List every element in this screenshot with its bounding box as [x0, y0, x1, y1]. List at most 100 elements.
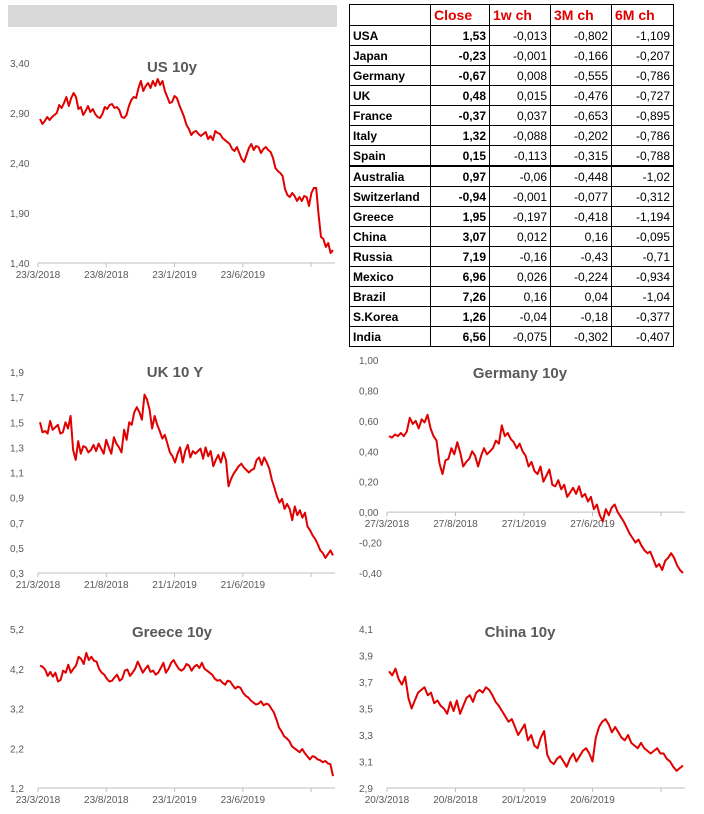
- y-tick-label: 2,9: [359, 784, 373, 795]
- y-tick-label: 0,3: [10, 569, 24, 580]
- close-cell: 6,56: [430, 326, 490, 347]
- chart-title: UK 10 Y: [147, 364, 203, 381]
- change-6m-cell: -0,377: [611, 306, 674, 327]
- country-cell: Mexico: [349, 266, 431, 287]
- x-tick-label: 23/1/2019: [152, 270, 197, 281]
- table-row: Italy 1,32 -0,088 -0,202 -0,786: [349, 125, 674, 146]
- y-tick-label: 1,1: [10, 469, 24, 480]
- close-cell: 1,53: [430, 25, 490, 46]
- country-cell: India: [349, 326, 431, 347]
- chart-title: China 10y: [485, 624, 557, 641]
- change-3m-cell: -0,166: [550, 45, 612, 66]
- y-tick-label: 0,60: [359, 417, 379, 428]
- close-cell: -0,67: [430, 65, 490, 86]
- country-cell: Germany: [349, 65, 431, 86]
- change-3m-cell: -0,555: [550, 65, 612, 86]
- change-6m-cell: -0,095: [611, 226, 674, 247]
- change-6m-cell: -0,71: [611, 246, 674, 267]
- y-tick-label: 0,20: [359, 478, 379, 489]
- y-tick-label: 1,2: [10, 784, 24, 795]
- change-6m-cell: -0,934: [611, 266, 674, 287]
- country-cell: France: [349, 105, 431, 126]
- table-header-cell: 6M ch: [611, 4, 674, 26]
- y-tick-label: 3,9: [359, 652, 373, 663]
- x-tick-label: 23/6/2019: [221, 270, 266, 281]
- table-row: Spain 0,15 -0,113 -0,315 -0,788: [349, 145, 674, 167]
- table-row: India 6,56 -0,075 -0,302 -0,407: [349, 326, 674, 347]
- change-3m-cell: -0,315: [550, 145, 612, 167]
- change-6m-cell: -1,04: [611, 286, 674, 307]
- change-6m-cell: -0,312: [611, 186, 674, 207]
- y-tick-label: 0,7: [10, 519, 24, 530]
- y-tick-label: 3,40: [10, 59, 30, 70]
- close-cell: -0,37: [430, 105, 490, 126]
- change-1w-cell: 0,012: [489, 226, 551, 247]
- change-6m-cell: -1,194: [611, 206, 674, 227]
- country-cell: Russia: [349, 246, 431, 267]
- chart-china-10y: 2,9 3,1 3,3 3,5 3,7 3,9 4,1 20/3/2018 20/8/2018 2…: [359, 624, 685, 806]
- country-cell: Brazil: [349, 286, 431, 307]
- y-tick-label: 1,00: [359, 356, 379, 367]
- table-row: Switzerland -0,94 -0,001 -0,077 -0,312: [349, 186, 674, 207]
- x-tick-label: 27/3/2018: [365, 519, 410, 530]
- change-1w-cell: -0,075: [489, 326, 551, 347]
- y-tick-label: 3,2: [10, 705, 24, 716]
- y-tick-label: 1,90: [10, 209, 30, 220]
- country-cell: UK: [349, 85, 431, 106]
- chart-us-10y: 1,40 1,90 2,40 2,90 3,40 23/3/2018 23/8/2018 23…: [10, 59, 335, 281]
- y-tick-label: 2,2: [10, 744, 24, 755]
- x-tick-label: 20/1/2019: [502, 795, 547, 806]
- close-cell: 1,26: [430, 306, 490, 327]
- change-6m-cell: -0,786: [611, 65, 674, 86]
- change-3m-cell: -0,077: [550, 186, 612, 207]
- change-1w-cell: -0,013: [489, 25, 551, 46]
- y-tick-label: 1,9: [10, 368, 24, 379]
- country-cell: Japan: [349, 45, 431, 66]
- x-tick-label: 21/6/2019: [221, 580, 266, 591]
- y-tick-label: 1,40: [10, 259, 30, 270]
- chart-title: Germany 10y: [473, 365, 568, 382]
- y-tick-label: 3,1: [359, 758, 373, 769]
- change-3m-cell: -0,302: [550, 326, 612, 347]
- change-1w-cell: -0,16: [489, 246, 551, 267]
- change-1w-cell: -0,197: [489, 206, 551, 227]
- x-tick-label: 27/6/2019: [570, 519, 615, 530]
- table-row: France -0,37 0,037 -0,653 -0,895: [349, 105, 674, 126]
- y-tick-label: 2,90: [10, 109, 30, 120]
- x-tick-label: 27/8/2018: [433, 519, 478, 530]
- y-tick-label: 4,1: [359, 625, 373, 636]
- country-cell: Greece: [349, 206, 431, 227]
- change-1w-cell: -0,113: [489, 145, 551, 167]
- change-3m-cell: -0,653: [550, 105, 612, 126]
- change-6m-cell: -0,207: [611, 45, 674, 66]
- table-body: USA 1,53 -0,013 -0,802 -1,109 Japan -0,23 -0,00…: [349, 25, 674, 347]
- change-3m-cell: -0,448: [550, 165, 612, 187]
- close-cell: 0,15: [430, 145, 490, 167]
- change-1w-cell: 0,16: [489, 286, 551, 307]
- change-3m-cell: -0,202: [550, 125, 612, 146]
- table-header-cell: 3M ch: [550, 4, 612, 26]
- country-cell: Australia: [349, 165, 431, 187]
- y-tick-label: 0,9: [10, 494, 24, 505]
- change-1w-cell: 0,026: [489, 266, 551, 287]
- x-tick-label: 23/3/2018: [16, 270, 61, 281]
- header-bar: [8, 5, 337, 27]
- table-header-row: Close 1w ch 3M ch 6M ch: [349, 4, 674, 26]
- table-row: Greece 1,95 -0,197 -0,418 -1,194: [349, 206, 674, 227]
- y-tick-label: -0,20: [359, 539, 382, 550]
- x-tick-label: 23/8/2018: [84, 795, 129, 806]
- table-row: Germany -0,67 0,008 -0,555 -0,786: [349, 65, 674, 86]
- x-tick-label: 21/3/2018: [16, 580, 61, 591]
- change-6m-cell: -1,02: [611, 165, 674, 187]
- y-tick-label: 3,7: [359, 678, 373, 689]
- y-tick-label: 0,80: [359, 386, 379, 397]
- x-tick-label: 27/1/2019: [502, 519, 547, 530]
- close-cell: 1,95: [430, 206, 490, 227]
- change-3m-cell: -0,476: [550, 85, 612, 106]
- change-3m-cell: 0,16: [550, 226, 612, 247]
- series-line: [39, 393, 334, 559]
- x-tick-label: 23/3/2018: [16, 795, 61, 806]
- x-tick-label: 23/1/2019: [152, 795, 197, 806]
- country-cell: Italy: [349, 125, 431, 146]
- x-tick-label: 21/8/2018: [84, 580, 129, 591]
